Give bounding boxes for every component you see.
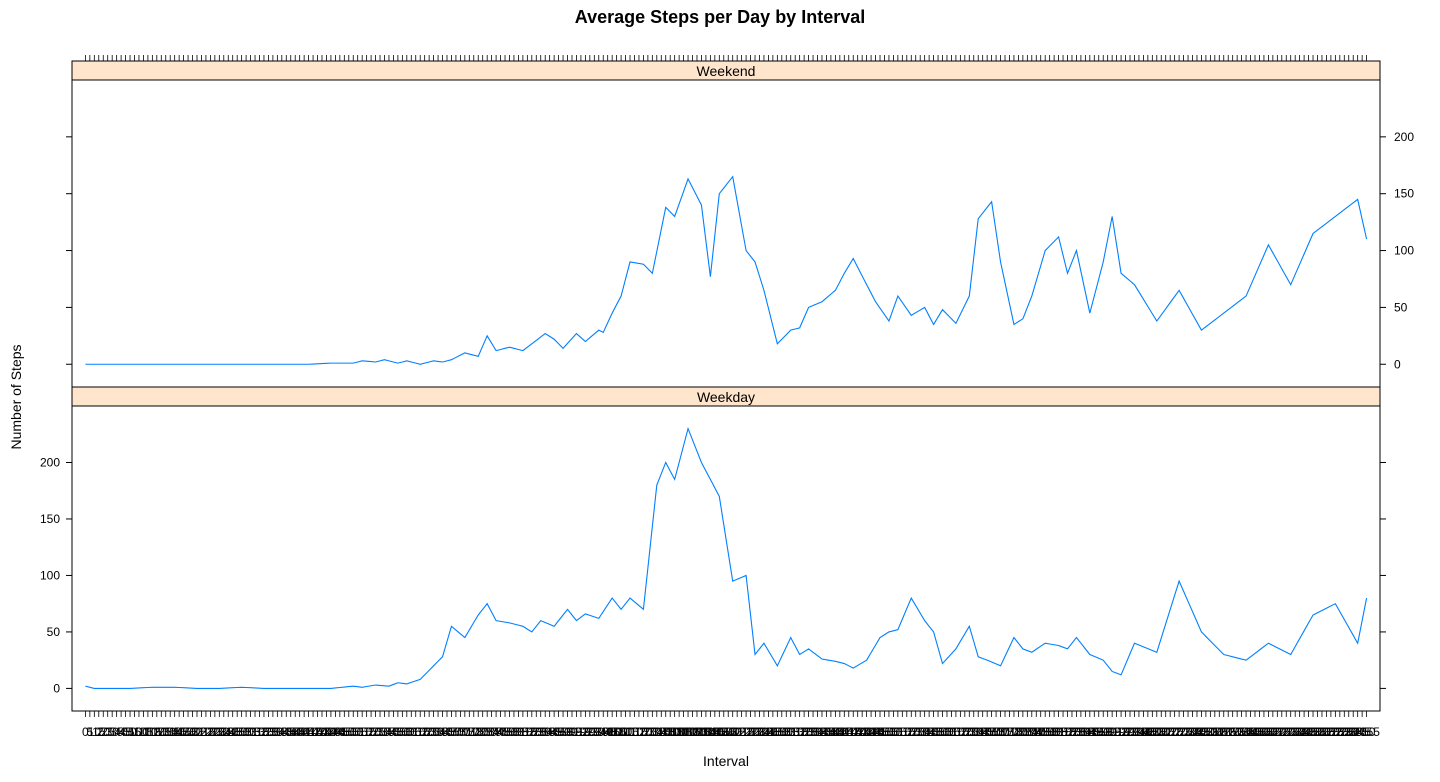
y-tick-label: 50 <box>47 625 61 639</box>
y-tick-label: 100 <box>1394 244 1414 258</box>
panel-frame <box>72 406 1380 711</box>
y-tick-label: 0 <box>53 681 60 695</box>
y-tick-label: 0 <box>1394 357 1401 371</box>
y-tick-label: 200 <box>1394 130 1414 144</box>
y-tick-label: 150 <box>1394 187 1414 201</box>
y-tick-label: 50 <box>1394 300 1408 314</box>
panels: Weekend 0 50 100 150 200 Weekday 0 50 100 150 200 05… <box>40 55 1414 739</box>
x-axis: 0510152025303540455055100105110115120125… <box>82 711 1380 739</box>
chart-title: Average Steps per Day by Interval <box>575 7 865 27</box>
strip-label-weekend: Weekend <box>697 63 756 79</box>
panel-weekend: Weekend 0 50 100 150 200 <box>66 61 1414 387</box>
x-axis-label: Interval <box>703 753 749 769</box>
panel-weekday: Weekday 0 50 100 150 200 <box>40 387 1386 711</box>
y-tick-label: 100 <box>40 568 60 582</box>
series-line-weekday <box>85 429 1366 689</box>
y-tick-label: 200 <box>40 455 60 469</box>
x-tick-label: 2355 <box>1353 725 1380 739</box>
y-axis-label: Number of Steps <box>8 344 24 449</box>
y-tick-label: 150 <box>40 512 60 526</box>
top-tick-marks <box>85 55 1366 61</box>
series-line-weekend <box>85 177 1366 365</box>
strip-label-weekday: Weekday <box>697 389 755 405</box>
panel-frame <box>72 80 1380 387</box>
